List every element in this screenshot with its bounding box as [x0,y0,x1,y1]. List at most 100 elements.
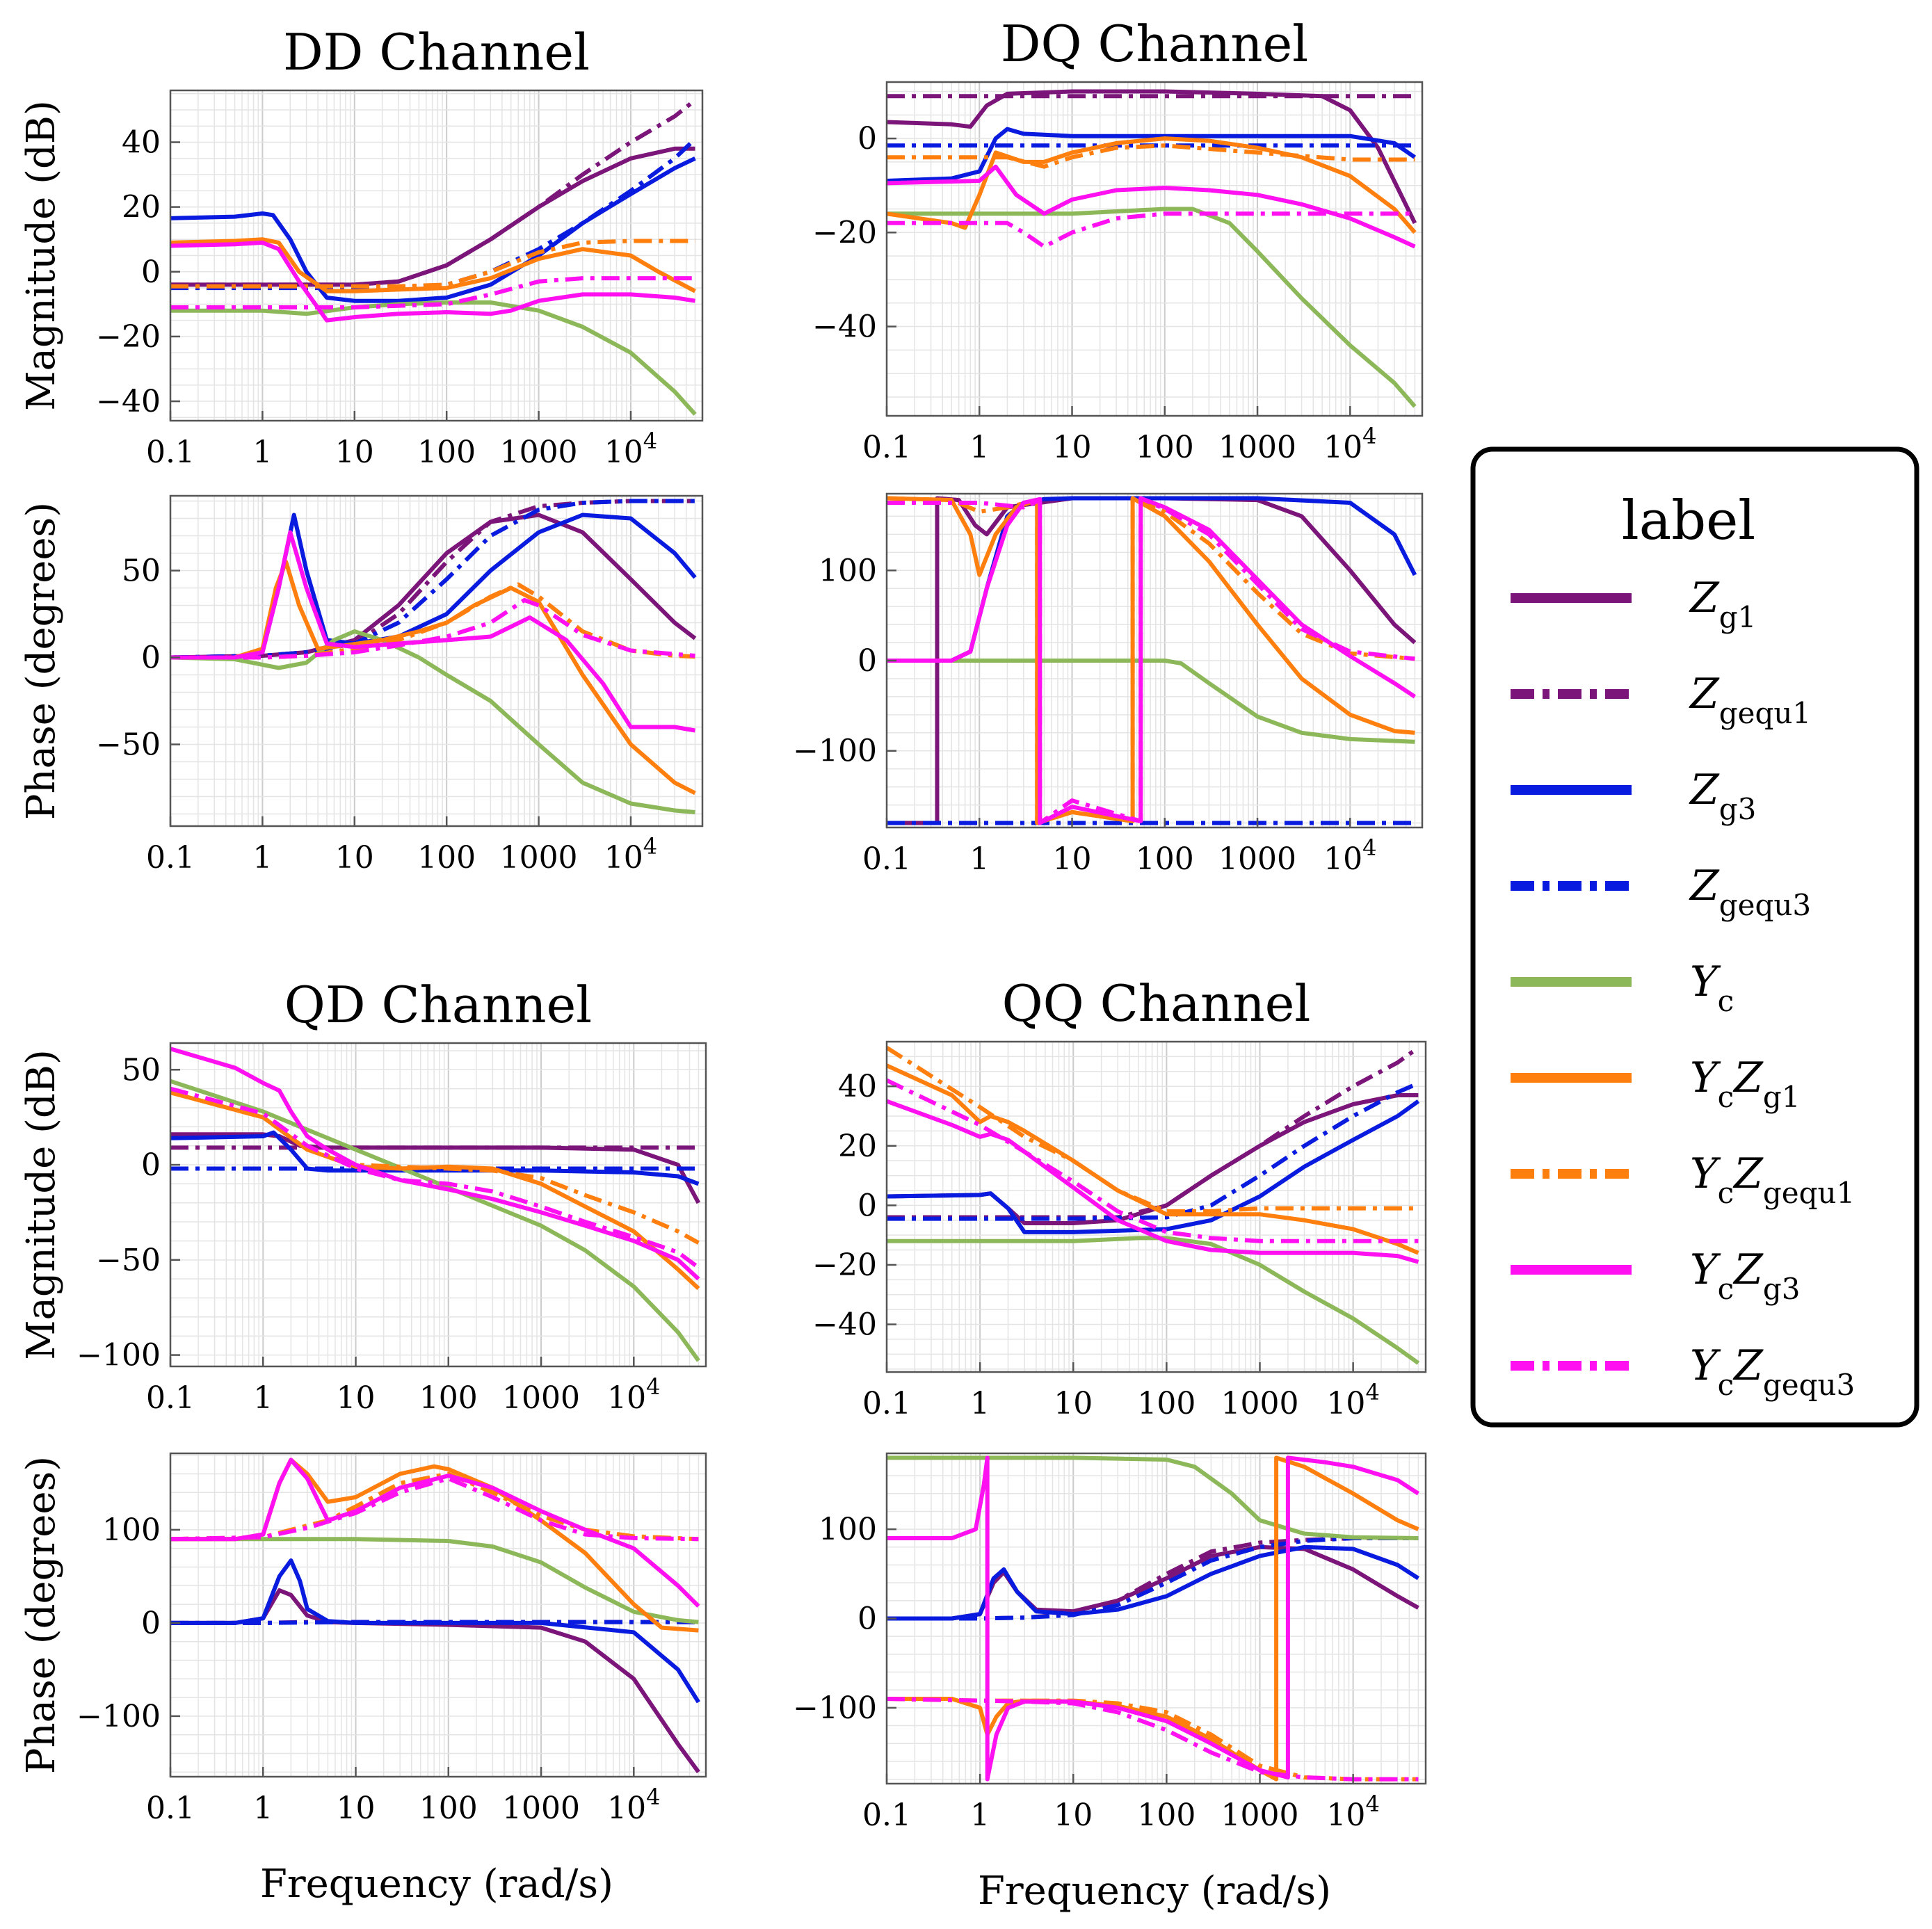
x-tick-label: 100 [419,1791,478,1826]
x-tick-label: 1000 [1221,1798,1299,1833]
series-YcZg1 [170,237,696,293]
y-tick-label: 50 [122,1052,161,1088]
x-tick-label: 1 [253,1380,273,1416]
series-group [170,1458,700,1774]
panel-QQ-mag: 0.1 1 10 100 1000 104 40 20 0 −20 −40 QQ Channel [812,974,1427,1421]
x-tick-label: 0.1 [862,1798,911,1833]
series-YcZgequ1 [170,1090,700,1245]
y-axis-label: Phase (degrees) [19,502,64,820]
y-tick-label: 100 [819,1512,877,1547]
x-tick-label: 10 [1054,1386,1093,1421]
x-tick-label: 0.1 [862,430,911,465]
chart-title: QQ Channel [1002,974,1311,1033]
x-tick-label: 10 [335,840,374,875]
y-tick-label: 0 [141,640,161,676]
series-group [170,1047,701,1362]
series-YcZgequ3 [170,598,695,660]
legend-box [1470,446,1919,1428]
x-tick-label: 104 [604,428,657,470]
legend-label-Zg1: Zg1 [1689,574,1756,634]
series-Zg3 [170,1558,700,1704]
series-Yc [170,1079,700,1362]
chart-title: DD Channel [283,23,590,81]
y-tick-label: 100 [102,1512,161,1548]
series-YcZg3 [887,1455,1420,1782]
legend-label-Zg3: Zg3 [1689,766,1756,826]
legend-label-YcZg3: YcZg3 [1690,1245,1800,1306]
x-tick-label: 100 [1136,841,1194,877]
grid [170,90,703,421]
legend-label-Yc: Yc [1690,958,1734,1018]
series-YcZg1 [887,1063,1419,1255]
y-tick-label: −100 [77,1699,161,1734]
grid [886,82,1423,416]
x-tick-label: 1 [969,430,989,465]
panel-DD-phase: 0.1 1 10 100 1000 104 50 0 −50 Phase (degrees) [19,494,704,875]
x-tick-label: 104 [1323,423,1376,465]
x-tick-label: 0.1 [146,840,195,875]
series-Zgequ1 [170,98,697,287]
series-group [887,1046,1420,1365]
legend-label-YcZg1: YcZg1 [1690,1054,1800,1114]
y-tick-label: 100 [819,553,877,588]
plot-frame [169,1452,707,1778]
x-tick-label: 10 [1053,430,1092,465]
series-Zg1 [170,512,697,660]
series-Zgequ3 [887,1536,1419,1621]
plot-frame [169,89,704,422]
y-tick-label: −50 [96,727,161,763]
y-tick-label: −40 [812,1307,877,1343]
series-Zgequ3 [170,499,695,660]
plot-frame [885,81,1424,417]
series-group [887,1455,1420,1782]
x-tick-label: 1 [252,435,272,470]
series-YcZgequ3 [887,1078,1419,1243]
series-YcZgequ1 [170,239,695,289]
panel-DQ-mag: 0.1 1 10 100 1000 104 0 −20 −40 DQ Channel [812,15,1424,465]
series-Yc [170,629,695,814]
chart-title: DQ Channel [1001,15,1308,73]
plot-frame [885,1040,1427,1373]
x-tick-label: 0.1 [862,1386,911,1421]
series-Zgequ3 [170,1620,699,1625]
y-tick-label: −50 [96,1243,161,1278]
x-tick-label: 0.1 [862,841,911,877]
x-tick-label: 100 [1137,1386,1196,1421]
legend-label-Zgequ1: Zgequ1 [1689,670,1811,730]
series-YcZgequ3 [887,496,1415,825]
x-tick-label: 104 [1326,1791,1379,1833]
x-tick-label: 0.1 [146,435,195,470]
y-tick-label: 0 [141,1606,161,1641]
series-Zg1 [887,89,1417,225]
series-group [887,89,1417,408]
y-tick-label: −20 [812,215,877,250]
legend: label Zg1 Zgequ1 Zg3 Zgequ3 Yc YcZg1 YcZgequ1 Yc… [1470,446,1919,1428]
y-tick-label: −20 [96,319,161,355]
x-tick-label: 104 [604,833,657,875]
legend-label-YcZgequ1: YcZgequ1 [1690,1149,1855,1210]
x-tick-label: 10 [1053,841,1092,877]
series-Yc [887,1455,1419,1540]
series-YcZg1 [170,560,696,796]
x-tick-label: 104 [607,1784,660,1826]
y-tick-label: 0 [141,1147,161,1183]
series-group [887,496,1417,825]
x-axis-label-left: Frequency (rad/s) [260,1862,613,1907]
series-Yc [887,1236,1420,1365]
x-tick-label: 1 [970,1798,990,1833]
y-axis-label: Magnitude (dB) [19,100,64,411]
legend-label-Zgequ3: Zgequ3 [1689,862,1811,922]
x-tick-label: 1 [252,840,272,875]
series-Yc [170,1537,699,1624]
y-tick-label: 20 [838,1129,877,1164]
series-YcZgequ3 [170,1476,699,1542]
y-tick-label: −40 [812,309,877,345]
y-tick-label: 0 [141,255,161,290]
series-YcZgequ3 [887,1697,1419,1782]
x-tick-label: 0.1 [146,1380,195,1416]
plot-frame [169,494,704,828]
y-tick-label: 0 [858,1188,877,1223]
y-tick-label: 50 [122,554,161,589]
